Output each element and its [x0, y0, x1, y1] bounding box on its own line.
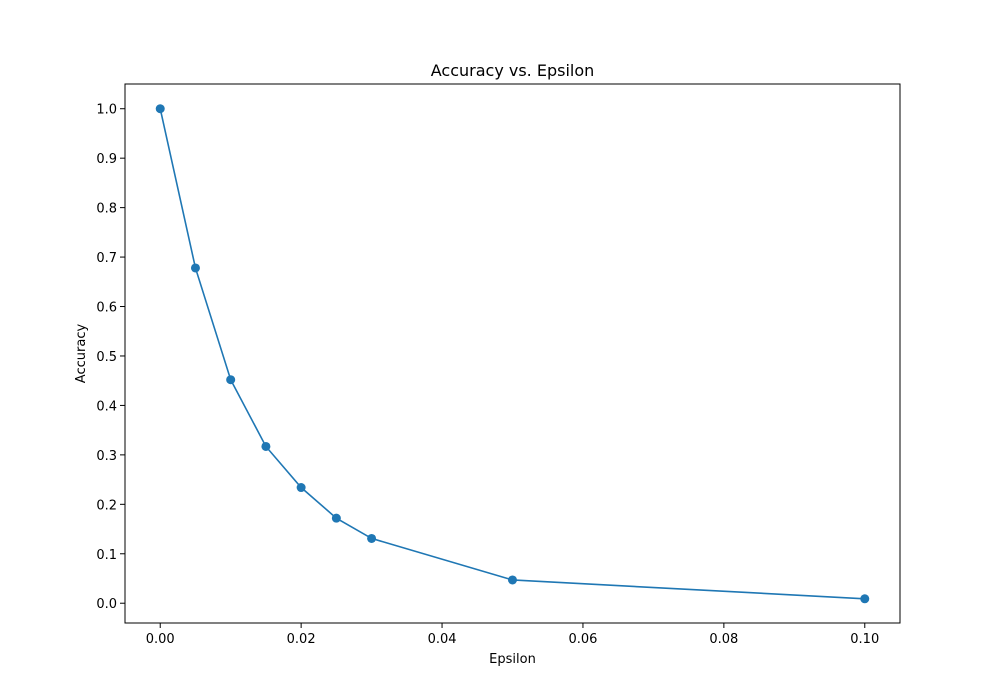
y-tick-label: 0.0: [96, 597, 117, 612]
data-point: [296, 483, 306, 493]
x-tick-label: 0.08: [709, 632, 738, 647]
y-tick-label: 0.2: [96, 498, 117, 513]
plot-area-background: [125, 84, 900, 623]
y-tick-label: 0.3: [96, 449, 117, 464]
x-tick-label: 0.02: [287, 632, 316, 647]
data-point: [190, 263, 200, 273]
chart-title: Accuracy vs. Epsilon: [431, 61, 595, 80]
series-group: [155, 104, 870, 604]
x-axis-ticks: 0.00 0.02 0.04 0.06 0.08 0.10: [146, 623, 879, 647]
y-tick-label: 0.5: [96, 350, 117, 365]
y-axis-label: Accuracy: [74, 324, 89, 384]
data-point: [860, 594, 870, 604]
data-point: [261, 441, 271, 451]
y-axis-ticks: 0.0 0.1 0.2 0.3 0.4 0.5 0.6 0.7 0.8 0.9 1.0: [96, 103, 125, 612]
y-tick-label: 0.8: [96, 202, 117, 217]
x-tick-label: 0.04: [428, 632, 457, 647]
x-tick-label: 0.10: [850, 632, 879, 647]
y-tick-label: 0.4: [96, 399, 117, 414]
y-tick-label: 0.6: [96, 301, 117, 316]
y-tick-label: 0.9: [96, 152, 117, 167]
y-tick-label: 1.0: [96, 103, 117, 118]
plot-area-frame: [124, 83, 901, 624]
y-tick-label: 0.1: [96, 548, 117, 563]
x-tick-label: 0.06: [568, 632, 597, 647]
y-tick-label: 0.7: [96, 251, 117, 266]
data-point: [331, 513, 341, 523]
data-point: [155, 104, 165, 114]
x-tick-label: 0.00: [146, 632, 175, 647]
data-point: [367, 533, 377, 543]
x-axis-label: Epsilon: [489, 652, 536, 667]
data-point: [508, 575, 517, 585]
data-point: [226, 375, 236, 385]
